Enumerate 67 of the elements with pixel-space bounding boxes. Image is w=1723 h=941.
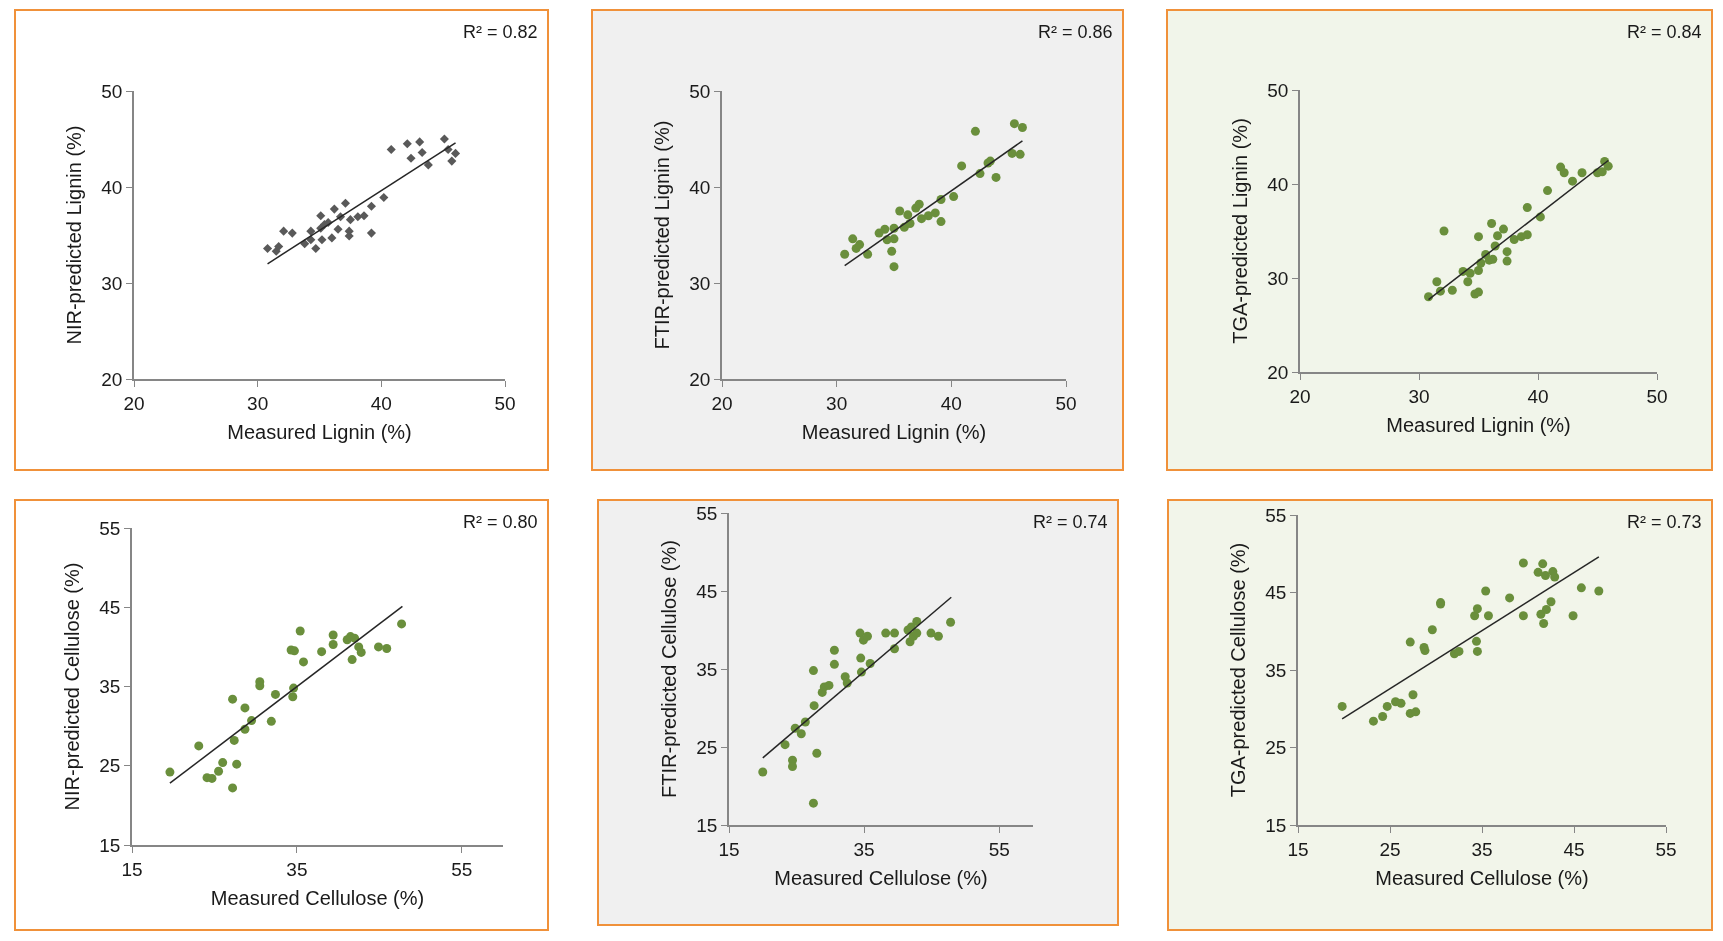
- x-tick-label: 55: [1655, 838, 1677, 860]
- text: R² = 0.86: [1038, 22, 1113, 42]
- y-tick-label: 45: [696, 580, 718, 602]
- y-tick-label: 25: [696, 736, 718, 758]
- x-axis-title: Measured Lignin (%): [1386, 413, 1571, 436]
- x-tick-label: 40: [940, 392, 962, 414]
- y-tick-label: 30: [689, 272, 711, 294]
- x-tick-label: 55: [988, 838, 1010, 860]
- y-tick-label: 15: [696, 814, 718, 836]
- y-tick-label: 15: [1265, 814, 1287, 836]
- x-tick-label: 40: [370, 392, 392, 414]
- y-axis-title: TGA-predicted Lignin (%): [1229, 118, 1252, 344]
- y-tick-label: 20: [1267, 361, 1289, 383]
- x-axis-title: Measured Cellulose (%): [774, 866, 988, 889]
- x-tick-label: 25: [1379, 838, 1401, 860]
- y-axis-title: FTIR-predicted Lignin (%): [651, 120, 674, 350]
- y-axis-title: FTIR-predicted Cellulose (%): [658, 540, 681, 798]
- y-tick-label: 55: [99, 517, 121, 539]
- y-tick-label: 30: [1267, 267, 1289, 289]
- y-tick-label: 35: [99, 676, 121, 698]
- y-axis-title: NIR-predicted Cellulose (%): [61, 562, 84, 811]
- y-tick-label: 50: [689, 80, 711, 102]
- x-tick-label: 35: [853, 838, 875, 860]
- y-tick-label: 40: [101, 176, 123, 198]
- y-tick-label: 40: [689, 176, 711, 198]
- y-tick-label: 55: [696, 502, 718, 524]
- x-axis-title: Measured Cellulose (%): [1375, 866, 1589, 889]
- text: R² = 0.82: [463, 22, 538, 42]
- y-tick-label: 35: [696, 658, 718, 680]
- x-tick-label: 15: [1287, 838, 1309, 860]
- y-axis-title: TGA-predicted Cellulose (%): [1227, 542, 1250, 798]
- x-tick-label: 40: [1527, 385, 1549, 407]
- y-tick-label: 45: [99, 596, 121, 618]
- text: R² = 0.84: [1627, 22, 1702, 42]
- annotation: R² = 0.80: [463, 512, 538, 532]
- y-tick-label: 50: [101, 80, 123, 102]
- x-tick-label: 50: [1646, 385, 1668, 407]
- x-axis-title: Measured Lignin (%): [801, 420, 987, 443]
- x-tick-label: 45: [1563, 838, 1585, 860]
- x-tick-label: 20: [123, 392, 145, 414]
- text: R² = 0.74: [1033, 512, 1108, 532]
- x-tick-label: 30: [247, 392, 269, 414]
- x-tick-label: 20: [1289, 385, 1311, 407]
- y-tick-label: 45: [1265, 582, 1287, 604]
- x-tick-label: 50: [494, 392, 516, 414]
- annotation: R² = 0.73: [1627, 512, 1702, 532]
- x-tick-label: 35: [1471, 838, 1493, 860]
- y-tick-label: 25: [1265, 737, 1287, 759]
- y-tick-label: 35: [1265, 659, 1287, 681]
- y-tick-label: 50: [1267, 79, 1289, 101]
- x-tick-label: 15: [718, 838, 740, 860]
- x-tick-label: 55: [451, 858, 473, 880]
- y-tick-label: 40: [1267, 173, 1289, 195]
- y-tick-label: 55: [1265, 504, 1287, 526]
- y-tick-label: 25: [99, 755, 121, 777]
- y-tick-label: 20: [689, 368, 711, 390]
- x-tick-label: 30: [826, 392, 848, 414]
- y-tick-label: 20: [101, 368, 123, 390]
- x-tick-label: 15: [121, 858, 143, 880]
- x-tick-label: 50: [1055, 392, 1077, 414]
- x-tick-label: 30: [1408, 385, 1430, 407]
- y-axis-title: NIR-predicted Lignin (%): [63, 125, 86, 345]
- y-tick-label: 30: [101, 272, 123, 294]
- x-tick-label: 20: [711, 392, 733, 414]
- x-axis-title: Measured Lignin (%): [227, 420, 412, 443]
- x-tick-label: 35: [286, 858, 308, 880]
- x-axis-title: Measured Cellulose (%): [210, 886, 425, 909]
